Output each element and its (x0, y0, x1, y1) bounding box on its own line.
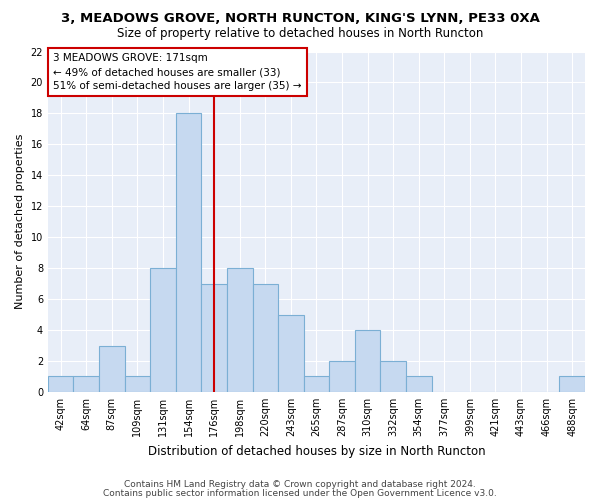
Bar (406, 376, 431, 392)
Text: 3, MEADOWS GROVE, NORTH RUNCTON, KING'S LYNN, PE33 0XA: 3, MEADOWS GROVE, NORTH RUNCTON, KING'S … (61, 12, 539, 26)
Bar (278, 314, 304, 392)
Bar (202, 284, 227, 392)
Bar (73, 376, 99, 392)
Bar (176, 114, 202, 392)
Bar (48, 376, 73, 392)
Bar (253, 284, 278, 392)
Text: 3 MEADOWS GROVE: 171sqm
← 49% of detached houses are smaller (33)
51% of semi-de: 3 MEADOWS GROVE: 171sqm ← 49% of detache… (53, 53, 302, 91)
Text: Contains HM Land Registry data © Crown copyright and database right 2024.: Contains HM Land Registry data © Crown c… (124, 480, 476, 489)
Bar (380, 361, 406, 392)
Bar (150, 268, 176, 392)
Y-axis label: Number of detached properties: Number of detached properties (15, 134, 25, 310)
Bar (559, 376, 585, 392)
Bar (99, 346, 125, 392)
Bar (304, 376, 329, 392)
Bar (355, 330, 380, 392)
X-axis label: Distribution of detached houses by size in North Runcton: Distribution of detached houses by size … (148, 444, 485, 458)
Bar (329, 361, 355, 392)
Text: Contains public sector information licensed under the Open Government Licence v3: Contains public sector information licen… (103, 488, 497, 498)
Bar (125, 376, 150, 392)
Bar (227, 268, 253, 392)
Text: Size of property relative to detached houses in North Runcton: Size of property relative to detached ho… (117, 28, 483, 40)
